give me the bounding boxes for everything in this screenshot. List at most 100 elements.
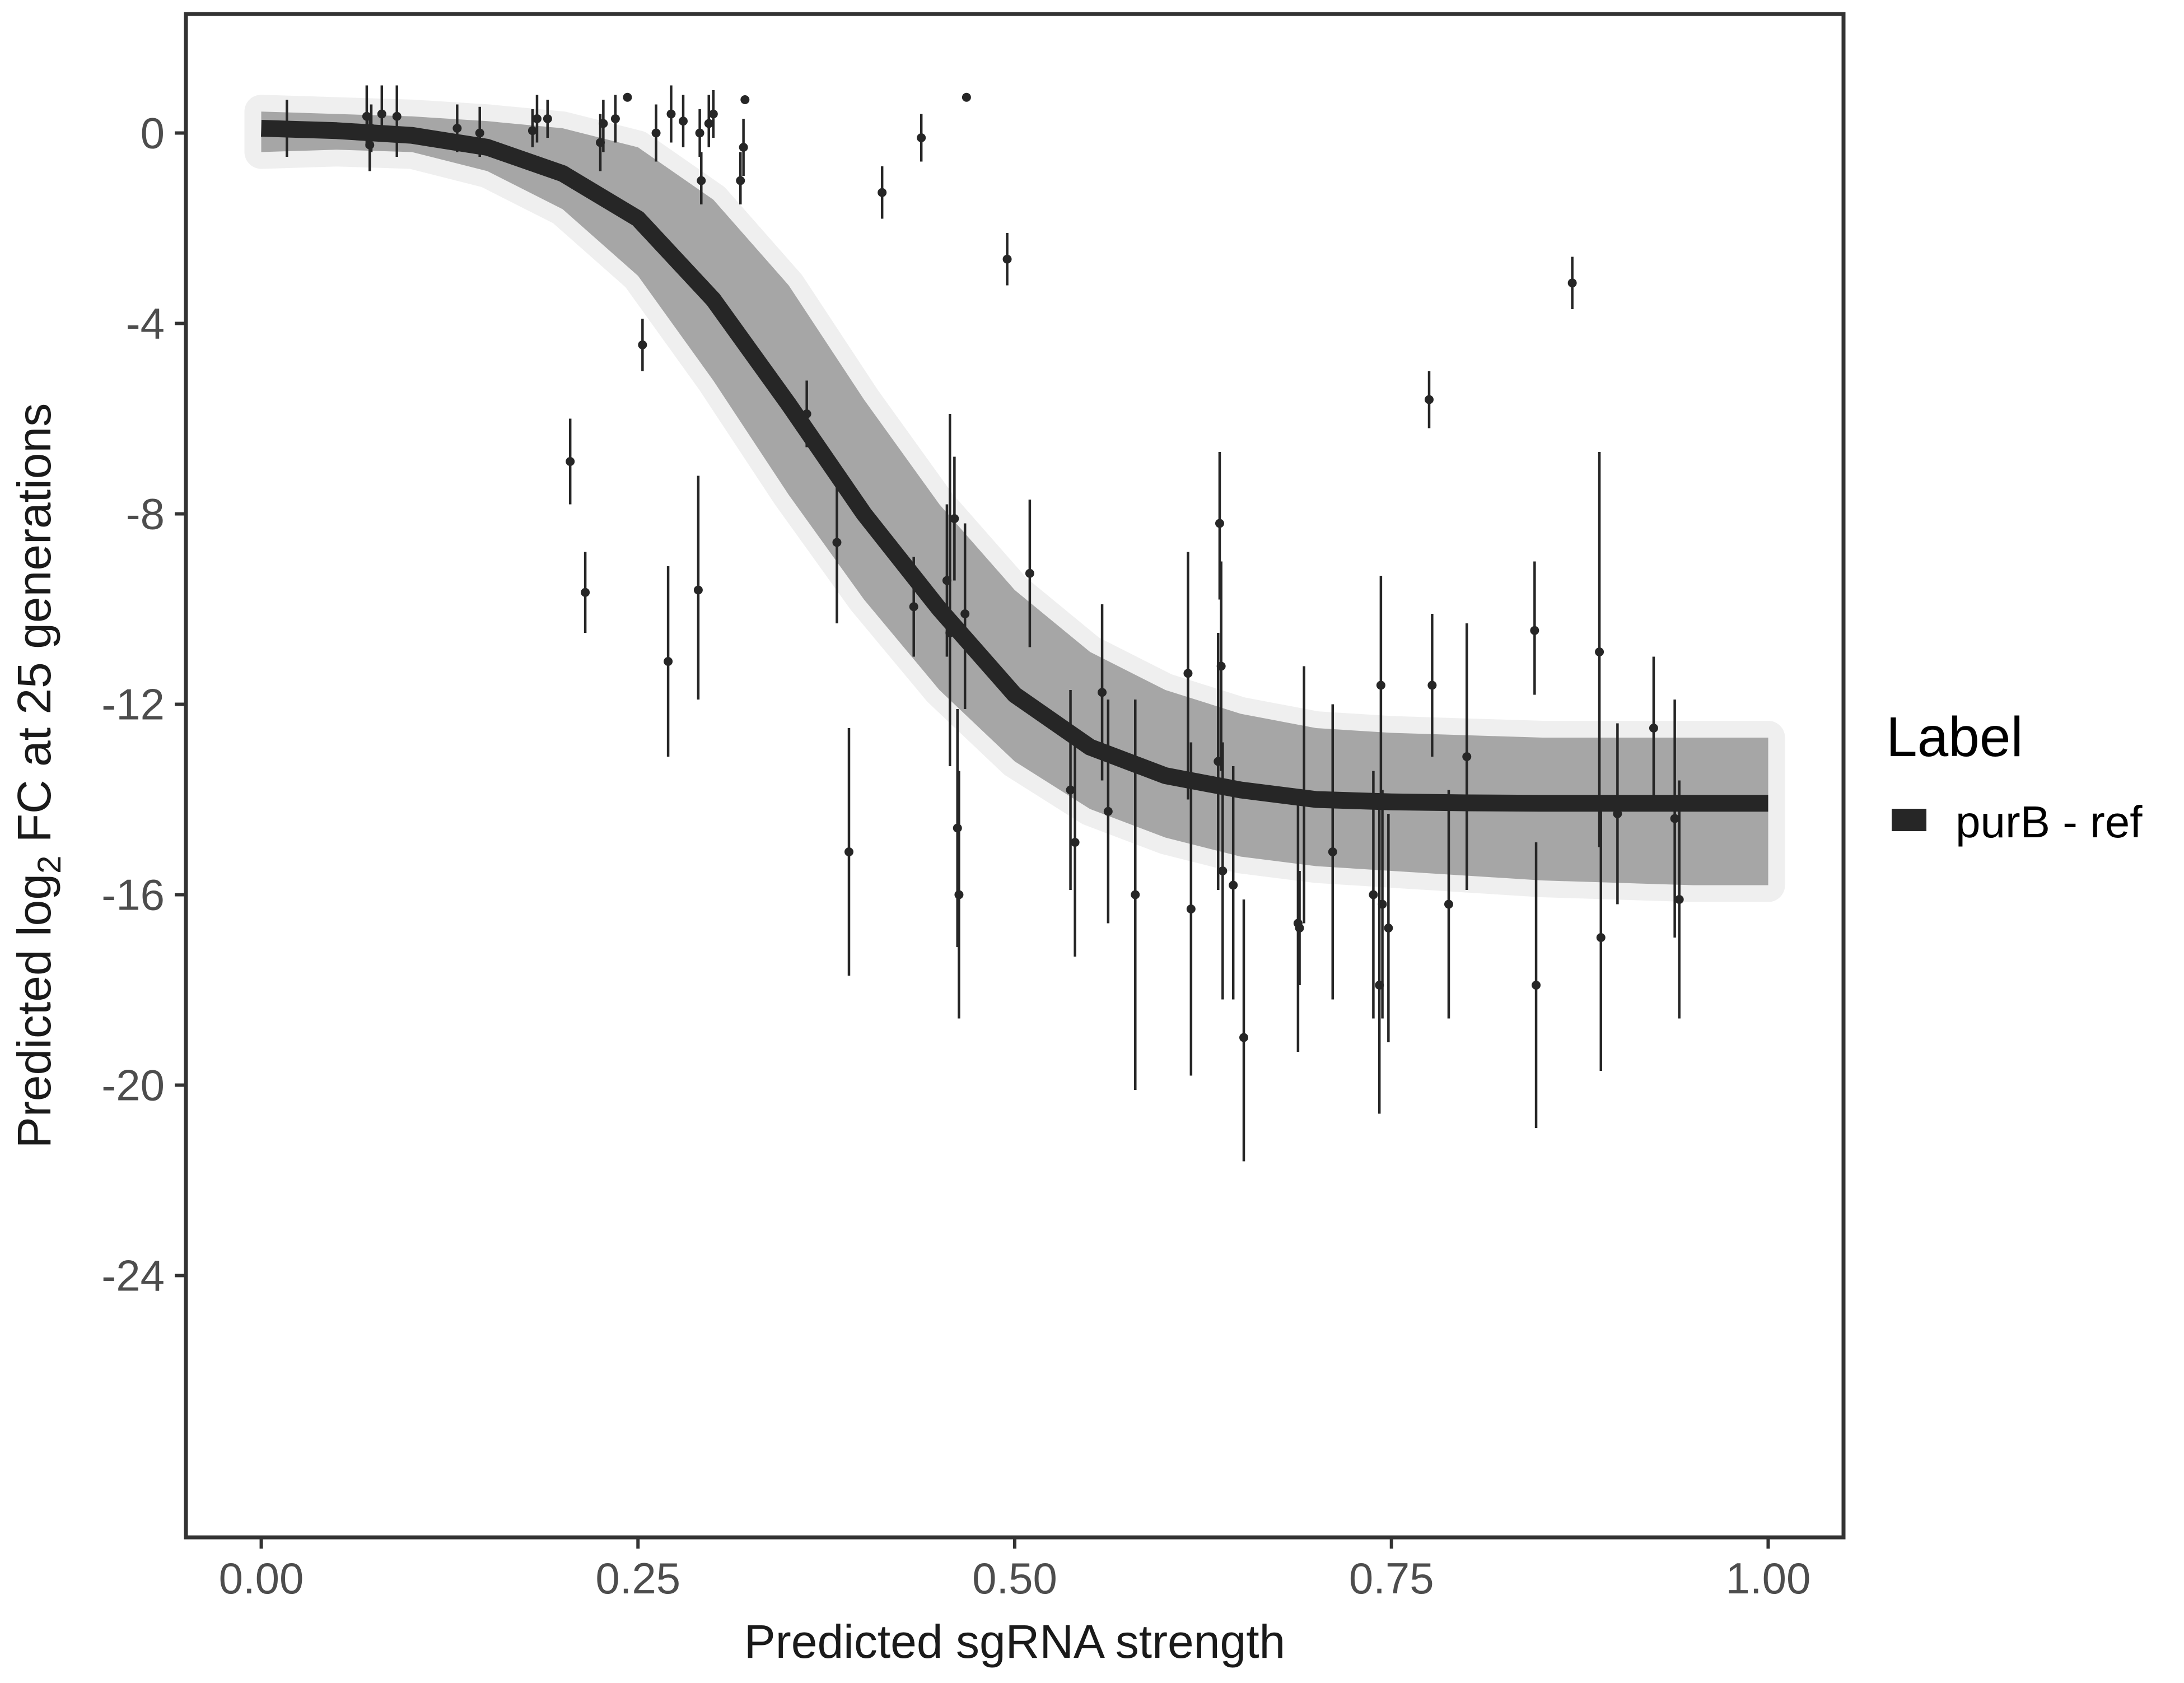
data-point	[1596, 933, 1606, 942]
data-point	[651, 128, 661, 138]
data-point	[1532, 981, 1541, 990]
y-tick-label: -8	[126, 489, 165, 539]
data-point	[566, 457, 575, 466]
data-point	[1595, 647, 1604, 656]
x-axis-title: Predicted sgRNA strength	[744, 1615, 1286, 1668]
data-point	[695, 128, 704, 138]
data-point	[953, 823, 962, 833]
legend: Label purB - ref	[1886, 706, 2143, 847]
y-tick-label: -16	[101, 870, 165, 920]
y-axis-title-subscript: 2	[31, 856, 68, 874]
data-point	[693, 585, 703, 595]
data-point	[1530, 626, 1539, 635]
data-point	[543, 114, 552, 123]
y-tick-label: -24	[101, 1251, 165, 1300]
data-point	[475, 128, 484, 138]
data-point	[1066, 785, 1075, 795]
data-point	[1103, 806, 1113, 816]
data-point	[596, 138, 605, 147]
data-point	[708, 109, 718, 119]
data-point	[954, 890, 964, 899]
data-point	[623, 92, 632, 102]
data-point	[1295, 924, 1304, 933]
fitted-curve-purb-ref	[261, 120, 1768, 812]
data-point	[1674, 895, 1684, 904]
data-point	[528, 126, 537, 136]
data-point	[950, 514, 959, 523]
x-tick-label: 0.50	[972, 1554, 1057, 1603]
y-tick-label: -20	[101, 1061, 165, 1110]
data-point	[377, 109, 386, 119]
observed-points	[282, 92, 1684, 1042]
data-point	[1375, 981, 1384, 990]
y-axis: 0 -4 -8 -12 -16 -20 -24	[101, 109, 186, 1300]
data-point	[739, 143, 748, 152]
data-point	[1098, 688, 1107, 697]
data-point	[1369, 890, 1378, 899]
x-tick-label: 0.00	[219, 1554, 304, 1603]
data-point	[962, 92, 971, 102]
data-point	[1229, 880, 1238, 890]
data-point	[365, 140, 375, 150]
data-point	[1239, 1033, 1249, 1042]
legend-title: Label	[1886, 706, 2023, 768]
data-point	[1444, 899, 1453, 909]
data-point	[664, 657, 673, 666]
y-tick-label: 0	[141, 109, 165, 158]
data-point	[1328, 847, 1337, 856]
y-axis-title: Predicted log2 FC at 25 generations	[8, 403, 68, 1148]
data-point	[704, 119, 713, 128]
data-point	[697, 176, 706, 185]
data-point	[736, 176, 745, 185]
data-point	[1216, 661, 1226, 671]
x-tick-label: 0.75	[1349, 1554, 1434, 1603]
x-tick-label: 1.00	[1726, 1554, 1811, 1603]
data-point	[942, 576, 951, 585]
y-tick-label: -12	[101, 680, 165, 729]
data-point	[362, 111, 371, 121]
legend-label-purb-ref: purB - ref	[1956, 797, 2143, 847]
y-tick-label: -4	[126, 299, 165, 348]
data-point	[832, 538, 842, 547]
data-point	[960, 609, 970, 618]
data-point	[1427, 680, 1437, 690]
data-point	[1670, 814, 1679, 823]
data-point	[1215, 519, 1224, 528]
data-point	[392, 111, 402, 121]
data-point	[1649, 724, 1658, 733]
data-point	[581, 588, 590, 597]
data-point	[1376, 680, 1385, 690]
data-point	[909, 602, 918, 612]
data-point	[1131, 890, 1140, 899]
data-point	[878, 188, 887, 197]
data-point	[1183, 669, 1193, 678]
data-point	[1070, 838, 1080, 847]
data-point	[1462, 752, 1472, 761]
data-point	[1378, 899, 1387, 909]
y-axis-title-prefix: Predicted log	[8, 874, 60, 1148]
x-tick-label: 0.25	[595, 1554, 680, 1603]
data-point	[1567, 278, 1577, 288]
data-point	[599, 119, 608, 128]
data-point	[610, 114, 620, 123]
data-point	[1002, 254, 1012, 264]
data-point	[1214, 757, 1223, 766]
data-point	[679, 116, 688, 126]
data-point	[740, 95, 750, 104]
data-point	[532, 114, 542, 123]
data-point	[1025, 568, 1034, 578]
data-point	[1218, 866, 1228, 875]
data-point	[666, 109, 676, 119]
x-axis: 0.00 0.25 0.50 0.75 1.00	[219, 1537, 1811, 1603]
fitted-curve-layer	[261, 120, 1768, 812]
data-point	[452, 124, 462, 133]
y-axis-title-suffix: FC at 25 generations	[8, 403, 60, 856]
data-point	[1425, 395, 1434, 404]
data-point	[638, 340, 647, 349]
data-point	[844, 847, 853, 856]
data-point	[1186, 905, 1196, 913]
data-point	[917, 133, 926, 142]
